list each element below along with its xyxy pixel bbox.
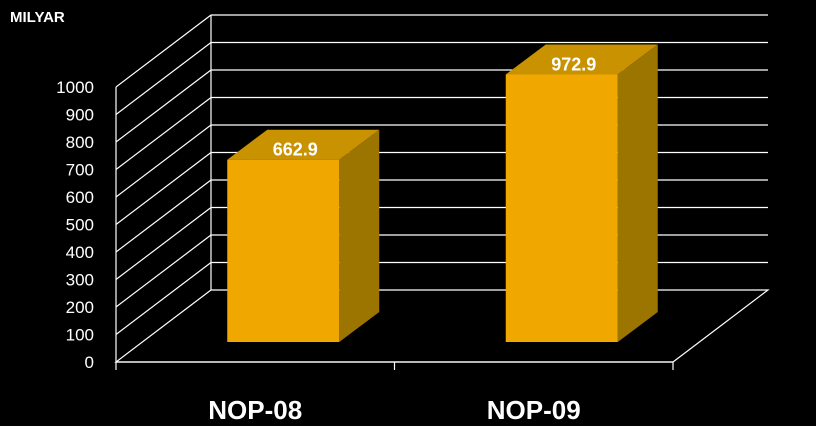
x-tick-label: NOP-09 xyxy=(487,395,581,425)
y-tick-label: 0 xyxy=(85,353,94,372)
data-label: 972.9 xyxy=(551,54,596,74)
bar xyxy=(505,74,618,342)
bar-top xyxy=(227,129,380,160)
bar-top xyxy=(505,44,658,75)
y-tick-label: 900 xyxy=(66,106,94,125)
data-label: 662.9 xyxy=(273,140,318,160)
gridline-depth xyxy=(115,152,212,225)
bar-side xyxy=(339,129,380,342)
y-tick-label: 100 xyxy=(66,326,94,345)
gridline-depth xyxy=(115,124,212,198)
y-tick-label: 1000 xyxy=(56,78,94,97)
bar xyxy=(227,159,340,342)
y-tick-label: 600 xyxy=(66,188,94,207)
gridline-depth xyxy=(115,69,212,143)
y-tick-label: 400 xyxy=(66,243,94,262)
y-tick-label: 700 xyxy=(66,161,94,180)
gridline-depth xyxy=(115,97,212,170)
gridline-depth xyxy=(115,262,212,335)
bar-side xyxy=(617,44,658,342)
gridline-depth xyxy=(115,207,212,280)
y-axis-unit-label: MILYAR xyxy=(10,9,65,26)
gridline-depth xyxy=(115,42,212,115)
gridline-depth xyxy=(115,179,212,253)
x-tick-label: NOP-08 xyxy=(208,395,302,425)
gridline-depth xyxy=(115,234,212,308)
y-tick-label: 500 xyxy=(66,216,94,235)
chart-floor xyxy=(114,289,770,363)
y-tick-label: 200 xyxy=(66,298,94,317)
y-tick-label: 800 xyxy=(66,133,94,152)
y-tick-label: 300 xyxy=(66,271,94,290)
gridline-depth xyxy=(115,14,212,88)
